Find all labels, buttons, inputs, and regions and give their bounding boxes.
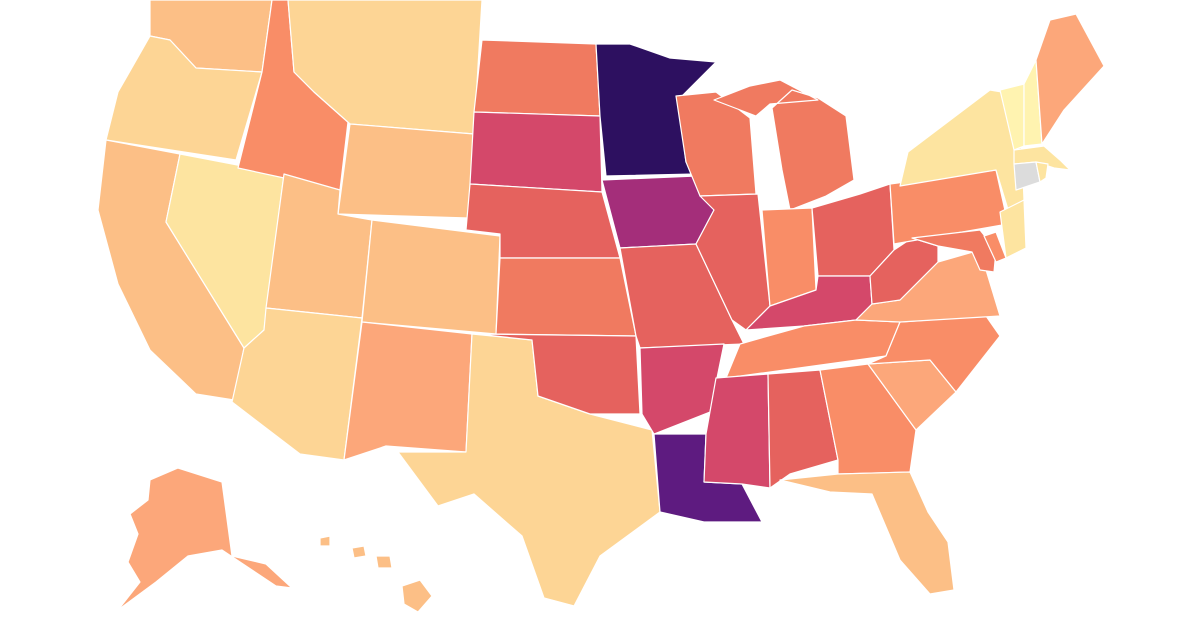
state-al[interactable] bbox=[767, 369, 839, 489]
states-layer bbox=[97, 0, 1105, 613]
state-hi[interactable] bbox=[319, 535, 433, 613]
state-ct[interactable] bbox=[1013, 161, 1041, 191]
state-sd[interactable] bbox=[469, 111, 603, 193]
state-nd[interactable] bbox=[473, 39, 601, 117]
state-ar[interactable] bbox=[639, 343, 725, 435]
state-de[interactable] bbox=[983, 231, 1007, 263]
state-md[interactable] bbox=[911, 229, 997, 273]
state-nm[interactable] bbox=[343, 321, 473, 461]
state-ak[interactable] bbox=[117, 467, 293, 611]
state-or[interactable] bbox=[105, 35, 263, 161]
state-co[interactable] bbox=[361, 219, 501, 335]
state-il[interactable] bbox=[695, 193, 771, 331]
state-wy[interactable] bbox=[337, 123, 475, 219]
state-in[interactable] bbox=[761, 207, 817, 307]
state-ks[interactable] bbox=[495, 257, 637, 337]
state-nj[interactable] bbox=[999, 199, 1027, 259]
state-ms[interactable] bbox=[703, 373, 771, 489]
state-fl[interactable] bbox=[779, 471, 955, 595]
state-oh[interactable] bbox=[811, 183, 895, 277]
state-me[interactable] bbox=[1035, 13, 1105, 145]
state-ri[interactable] bbox=[1035, 161, 1049, 183]
state-mi[interactable] bbox=[713, 79, 855, 211]
state-wv[interactable] bbox=[869, 237, 939, 305]
